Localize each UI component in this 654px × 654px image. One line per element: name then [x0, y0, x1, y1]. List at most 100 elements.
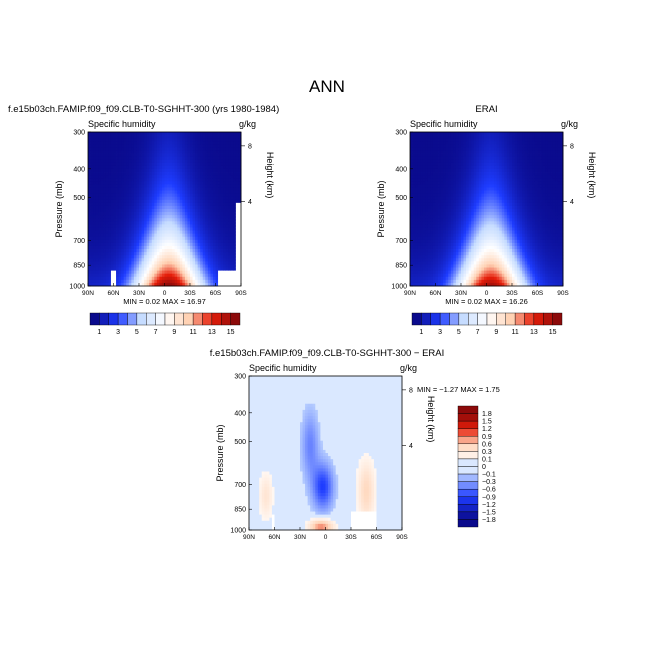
field-cell — [151, 156, 155, 161]
field-cell — [501, 193, 505, 198]
field-cell — [210, 135, 214, 139]
field-cell — [238, 184, 242, 188]
field-cell — [144, 255, 148, 259]
field-cell — [425, 150, 429, 154]
field-cell — [450, 212, 454, 216]
field-cell — [113, 150, 117, 154]
field-cell — [164, 196, 168, 201]
field-cell — [228, 224, 232, 228]
field-cell — [197, 178, 201, 182]
field-cell — [144, 270, 148, 275]
field-cell — [501, 184, 505, 188]
field-cell — [212, 172, 216, 176]
field-cell — [225, 187, 229, 191]
field-cell — [458, 199, 462, 204]
field-cell — [218, 252, 221, 256]
field-cell — [144, 132, 148, 136]
field-cell — [118, 267, 122, 271]
field-cell — [100, 276, 104, 281]
field-cell — [169, 227, 173, 231]
field-cell — [174, 212, 178, 216]
field-cell — [466, 172, 470, 176]
field-cell — [463, 261, 467, 265]
field-cell — [410, 236, 413, 241]
field-cell — [486, 264, 490, 268]
field-cell — [438, 282, 441, 287]
field-cell — [415, 270, 419, 275]
field-cell — [499, 270, 503, 275]
field-cell — [139, 279, 142, 284]
field-cell — [230, 255, 234, 259]
field-cell — [230, 261, 234, 265]
field-cell — [113, 162, 117, 167]
field-cell — [184, 261, 188, 265]
field-cell — [172, 190, 176, 194]
field-cell — [172, 153, 176, 158]
field-cell — [151, 132, 155, 136]
field-cell — [141, 153, 145, 158]
field-cell — [476, 141, 480, 145]
field-cell — [481, 165, 485, 170]
field-cell — [473, 165, 477, 170]
field-cell — [504, 236, 508, 241]
field-cell — [440, 249, 444, 253]
field-cell — [95, 162, 99, 167]
field-cell — [238, 156, 242, 161]
field-cell — [192, 205, 196, 210]
field-cell — [103, 178, 107, 182]
field-cell — [113, 227, 117, 231]
field-cell — [463, 233, 467, 238]
field-cell — [144, 178, 148, 182]
field-cell — [200, 255, 204, 259]
field-cell — [412, 150, 416, 154]
field-cell — [494, 270, 498, 275]
colorbar-swatch — [221, 312, 231, 326]
field-cell — [126, 215, 130, 219]
field-cell — [476, 230, 480, 235]
field-cell — [131, 239, 135, 244]
field-cell — [133, 156, 137, 161]
field-cell — [430, 196, 434, 201]
field-cell — [164, 242, 168, 247]
field-cell — [103, 255, 107, 259]
field-cell — [496, 184, 500, 188]
field-cell — [131, 202, 135, 207]
field-cell — [172, 150, 176, 154]
field-cell — [478, 233, 482, 238]
field-cell — [481, 175, 485, 179]
field-cell — [458, 187, 462, 191]
field-cell — [139, 135, 142, 139]
field-cell — [174, 252, 178, 256]
field-cell — [192, 187, 196, 191]
field-cell — [445, 221, 449, 225]
field-cell — [195, 209, 199, 213]
field-cell — [133, 224, 137, 228]
field-cell — [501, 270, 505, 275]
field-cell — [118, 193, 122, 198]
field-cell — [453, 236, 457, 241]
field-cell — [455, 178, 459, 182]
field-cell — [481, 141, 485, 145]
field-cell — [95, 181, 99, 185]
field-cell — [473, 233, 477, 238]
field-cell — [205, 205, 209, 210]
field-cell — [182, 239, 186, 244]
field-cell — [473, 261, 477, 265]
field-cell — [133, 236, 137, 241]
field-cell — [98, 138, 102, 142]
field-cell — [128, 135, 132, 139]
field-cell — [225, 199, 229, 204]
field-cell — [228, 261, 232, 265]
field-cell — [473, 181, 477, 185]
field-cell — [453, 159, 457, 164]
field-cell — [174, 135, 178, 139]
field-cell — [218, 264, 221, 268]
field-cell — [161, 147, 165, 151]
field-cell — [430, 252, 434, 256]
field-cell — [108, 218, 112, 222]
field-cell — [177, 279, 181, 284]
field-cell — [425, 242, 429, 247]
field-cell — [133, 233, 137, 238]
field-cell — [174, 264, 178, 268]
field-cell — [494, 209, 498, 213]
